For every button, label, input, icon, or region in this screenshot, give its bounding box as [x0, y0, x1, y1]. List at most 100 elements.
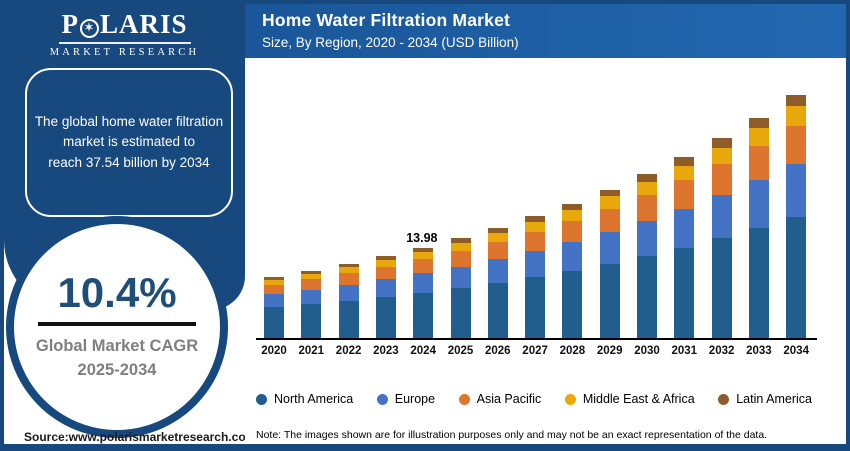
estimate-text: The global home water filtration market … [35, 112, 223, 173]
segment-middle-east-africa [487, 232, 508, 242]
segment-north-america [599, 263, 620, 338]
segment-europe [674, 208, 695, 248]
legend-label: Latin America [736, 392, 812, 406]
segment-latin-america [748, 117, 769, 128]
cagr-label-line-1: Global Market CAGR [35, 336, 199, 355]
segment-europe [413, 273, 434, 293]
segment-north-america [637, 256, 657, 338]
legend-item-middle-east-africa: Middle East & Africa [564, 392, 695, 406]
segment-asia-pacific [599, 208, 620, 232]
note-text: Note: The images shown are for illustrat… [256, 429, 768, 441]
segment-latin-america [786, 95, 807, 107]
bar-value-annotation: 13.98 [406, 230, 438, 245]
legend-item-asia-pacific: Asia Pacific [458, 392, 542, 406]
segment-europe [748, 180, 769, 228]
segment-asia-pacific [786, 126, 807, 165]
legend-dot-icon [256, 393, 267, 405]
segment-middle-east-africa [525, 221, 546, 232]
logo-text-pre: P [61, 9, 79, 39]
header-banner: Home Water Filtration Market Size, By Re… [245, 4, 846, 58]
legend-dot-icon [564, 393, 576, 405]
segment-europe [525, 250, 546, 278]
segment-asia-pacific [450, 250, 471, 267]
estimate-line-1: The global home water filtration [34, 114, 224, 130]
segment-asia-pacific [562, 220, 583, 242]
segment-middle-east-africa [674, 165, 695, 181]
stacked-bar-2033 [748, 117, 769, 338]
segment-latin-america [413, 247, 434, 252]
segment-north-america [674, 247, 695, 338]
segment-north-america [748, 227, 769, 338]
segment-middle-east-africa [599, 196, 620, 209]
year-label-2029: 2029 [596, 345, 623, 357]
segment-latin-america [264, 277, 284, 280]
year-label-2020: 2020 [261, 345, 287, 357]
legend-label: North America [274, 392, 354, 406]
segment-latin-america [525, 216, 546, 222]
segment-latin-america [301, 270, 322, 274]
segment-latin-america [599, 189, 620, 197]
stacked-bar-2023 [375, 256, 396, 338]
segment-asia-pacific [413, 259, 434, 274]
year-label-2028: 2028 [559, 345, 586, 357]
segment-europe [487, 259, 508, 283]
segment-asia-pacific [711, 163, 732, 196]
year-label-2027: 2027 [522, 345, 548, 357]
segment-north-america [338, 300, 359, 338]
cagr-label: Global Market CAGR 2025-2034 [36, 335, 198, 383]
legend-label: Europe [394, 392, 436, 406]
legend-item-north-america: North America [256, 392, 353, 406]
segment-middle-east-africa [786, 106, 807, 127]
estimate-line-2: market is estimated to [62, 134, 196, 150]
segment-latin-america [637, 174, 657, 182]
segment-asia-pacific [637, 195, 657, 221]
stacked-bar-2024 [413, 247, 434, 338]
segment-middle-east-africa [264, 279, 284, 285]
year-label-2021: 2021 [298, 345, 325, 357]
segment-asia-pacific [264, 284, 284, 295]
segment-europe [301, 289, 322, 305]
legend-dot-icon [376, 393, 388, 405]
year-label-2032: 2032 [708, 345, 735, 357]
segment-north-america [413, 292, 434, 338]
segment-europe [264, 294, 284, 308]
stacked-bar-2034 [786, 95, 807, 338]
year-label-2025: 2025 [447, 345, 474, 357]
legend-label: Middle East & Africa [582, 392, 695, 406]
x-axis-line [256, 338, 817, 340]
segment-asia-pacific [674, 180, 695, 209]
source-url[interactable]: Source:www.polarismarketresearch.com [24, 430, 257, 444]
stacked-bar-2032 [711, 138, 732, 338]
year-label-2022: 2022 [335, 345, 362, 357]
estimate-line-3: reach 37.54 billion by 2034 [48, 154, 210, 170]
segment-middle-east-africa [711, 147, 732, 164]
segment-latin-america [487, 227, 508, 233]
legend-label: Asia Pacific [476, 392, 542, 406]
segment-europe [338, 284, 359, 301]
segment-middle-east-africa [562, 209, 583, 221]
cagr-value: 10.4% [57, 268, 177, 316]
segment-north-america [450, 288, 471, 338]
segment-latin-america [562, 203, 583, 210]
stacked-bar-2027 [525, 216, 546, 338]
stacked-bar-2021 [301, 270, 322, 338]
segment-asia-pacific [375, 266, 396, 280]
stacked-bar-2022 [338, 263, 359, 338]
legend-dot-icon [458, 393, 470, 405]
legend-item-latin-america: Latin America [718, 392, 812, 406]
segment-asia-pacific [525, 231, 546, 251]
segment-asia-pacific [338, 273, 359, 285]
segment-middle-east-africa [413, 251, 434, 260]
year-label-2024: 2024 [410, 345, 436, 357]
stacked-bar-2031 [674, 157, 695, 338]
compass-star-icon: ✶ [79, 19, 99, 38]
segment-asia-pacific [301, 279, 322, 290]
year-label-2031: 2031 [671, 345, 698, 357]
year-label-2026: 2026 [485, 345, 511, 357]
stacked-bar-2028 [562, 203, 583, 338]
segment-europe [637, 220, 657, 257]
estimate-callout-box: The global home water filtration market … [25, 68, 233, 217]
cagr-circle-ring: 10.4% Global Market CAGR 2025-2034 [6, 216, 228, 438]
logo-wordmark: P ✶ LARIS [4, 9, 245, 40]
plot-area: 13.98 2020 2021 2022 2023 2024 2025 2026 2027 20… [245, 58, 846, 444]
